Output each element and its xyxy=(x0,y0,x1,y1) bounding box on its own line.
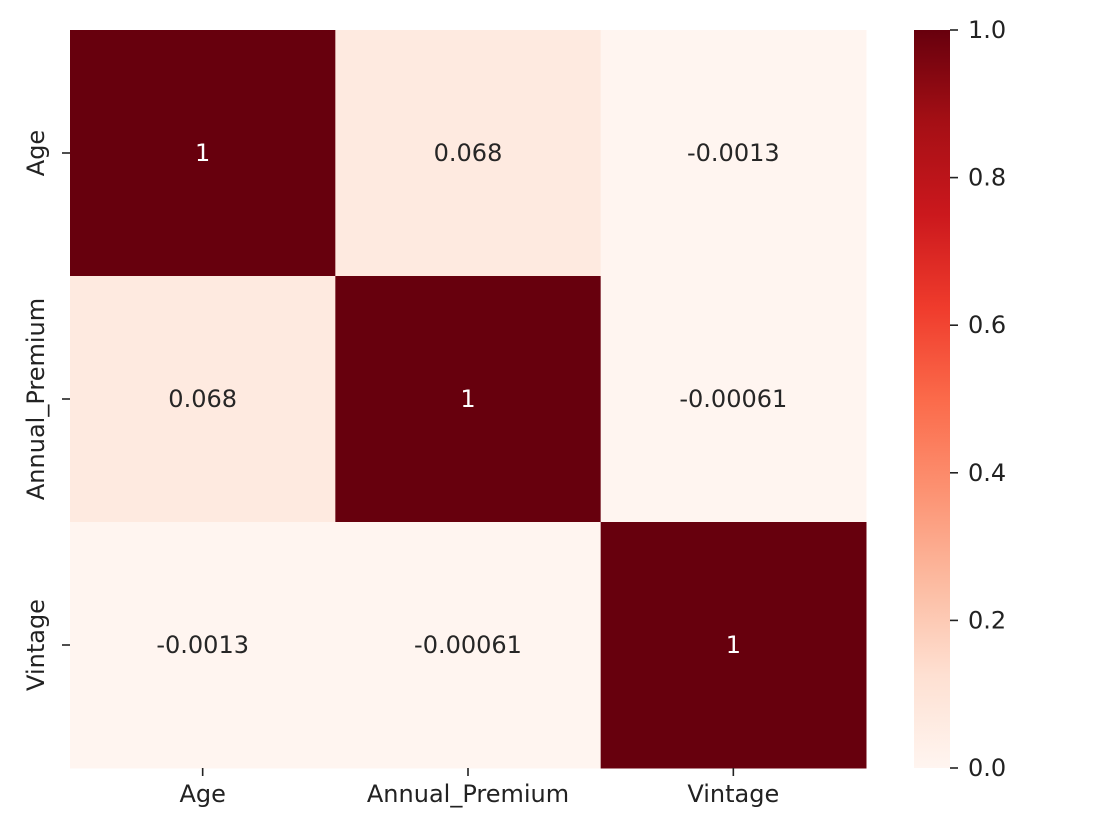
colorbar-tick-label: 0.0 xyxy=(968,754,1006,782)
y-tick-label: Age xyxy=(22,130,50,176)
colorbar-tick-label: 0.6 xyxy=(968,311,1006,339)
colorbar xyxy=(914,30,950,768)
cell-annotation: 1 xyxy=(726,631,741,659)
cell-annotation: 1 xyxy=(460,385,475,413)
colorbar-axis: 0.0 0.2 0.4 0.6 0.8 1.0 xyxy=(950,16,1006,782)
colorbar-gradient xyxy=(914,30,950,768)
cell-annotation: 1 xyxy=(195,139,210,167)
x-tick-label: Annual_Premium xyxy=(367,780,569,808)
x-tick-label: Vintage xyxy=(687,780,779,808)
cell-annotation: 0.068 xyxy=(434,139,503,167)
heatmap-cell-vintage-age xyxy=(70,522,336,769)
heatmap-cell-vintage-annual_premium xyxy=(335,522,602,769)
heatmap-cell-age-annual_premium xyxy=(335,30,602,277)
colorbar-tick-label: 0.8 xyxy=(968,164,1006,192)
heatmap-cell-annual_premium-annual_premium xyxy=(335,276,602,523)
cell-annotation: -0.00061 xyxy=(679,385,787,413)
x-tick-label: Age xyxy=(179,780,225,808)
heatmap-cell-vintage-vintage xyxy=(600,522,867,769)
y-tick-label: Annual_Premium xyxy=(22,298,50,500)
x-axis: Age Annual_Premium Vintage xyxy=(179,768,779,808)
heatmap-cell-age-age xyxy=(70,30,336,277)
heatmap-cell-age-vintage xyxy=(600,30,867,277)
colorbar-tick-label: 0.2 xyxy=(968,606,1006,634)
y-tick-label: Vintage xyxy=(22,599,50,691)
cell-annotation: 0.068 xyxy=(168,385,237,413)
colorbar-tick-label: 1.0 xyxy=(968,16,1006,44)
heatmap-cell-annual_premium-vintage xyxy=(600,276,867,523)
colorbar-tick-label: 0.4 xyxy=(968,459,1006,487)
y-axis: Age Annual_Premium Vintage xyxy=(22,130,70,691)
heatmap-cells xyxy=(70,30,867,769)
heatmap-annotations: 1 0.068 -0.0013 0.068 1 -0.00061 -0.0013 -0.000… xyxy=(156,139,787,659)
heatmap-cell-annual_premium-age xyxy=(70,276,336,523)
cell-annotation: -0.00061 xyxy=(414,631,522,659)
cell-annotation: -0.0013 xyxy=(687,139,780,167)
cell-annotation: -0.0013 xyxy=(156,631,249,659)
